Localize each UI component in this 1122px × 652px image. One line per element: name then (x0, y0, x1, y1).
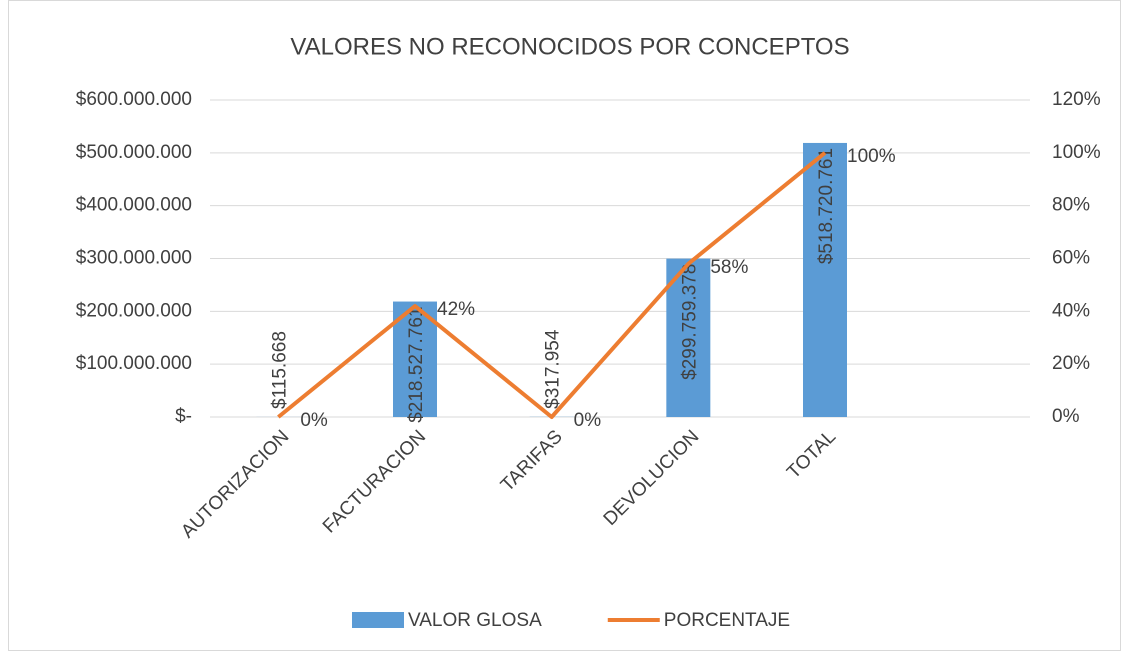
data-label: 100% (847, 146, 896, 167)
data-label: 0% (574, 410, 602, 431)
data-label: 0% (300, 410, 328, 431)
y2-tick-label: 40% (1052, 300, 1090, 321)
y-tick-label: $100.000.000 (76, 353, 192, 374)
chart-title: VALORES NO RECONOCIDOS POR CONCEPTOS (290, 33, 849, 60)
y2-tick-label: 60% (1052, 248, 1090, 269)
bar (803, 142, 847, 417)
y2-tick-label: 80% (1052, 195, 1090, 216)
line (277, 151, 827, 419)
y2-tick-label: 120% (1052, 89, 1101, 110)
data-label: $218.527.761 (406, 307, 427, 423)
y-tick-label: $300.000.000 (76, 248, 192, 269)
data-label: $317.954 (543, 329, 564, 409)
bar (666, 258, 711, 417)
legend-label: PORCENTAJE (664, 610, 790, 631)
data-label: 42% (437, 299, 475, 320)
y-tick-label: $500.000.000 (76, 142, 192, 163)
y2-tick-label: 100% (1052, 142, 1101, 163)
data-label: $518.720.761 (816, 148, 837, 264)
legend-swatch (352, 612, 404, 628)
y-tick-label: $400.000.000 (76, 195, 192, 216)
y-tick-label: $200.000.000 (76, 300, 192, 321)
y2-tick-label: 20% (1052, 353, 1090, 374)
data-label: $299.759.378 (679, 264, 700, 380)
data-label: 58% (710, 257, 748, 278)
y2-tick-label: 0% (1052, 406, 1080, 427)
data-label: $115.668 (269, 331, 290, 409)
legend-label: VALOR GLOSA (408, 610, 542, 631)
y-tick-label: $- (175, 406, 192, 427)
bar (393, 301, 437, 417)
chart-frame (8, 0, 1121, 651)
y-tick-label: $600.000.000 (76, 89, 192, 110)
